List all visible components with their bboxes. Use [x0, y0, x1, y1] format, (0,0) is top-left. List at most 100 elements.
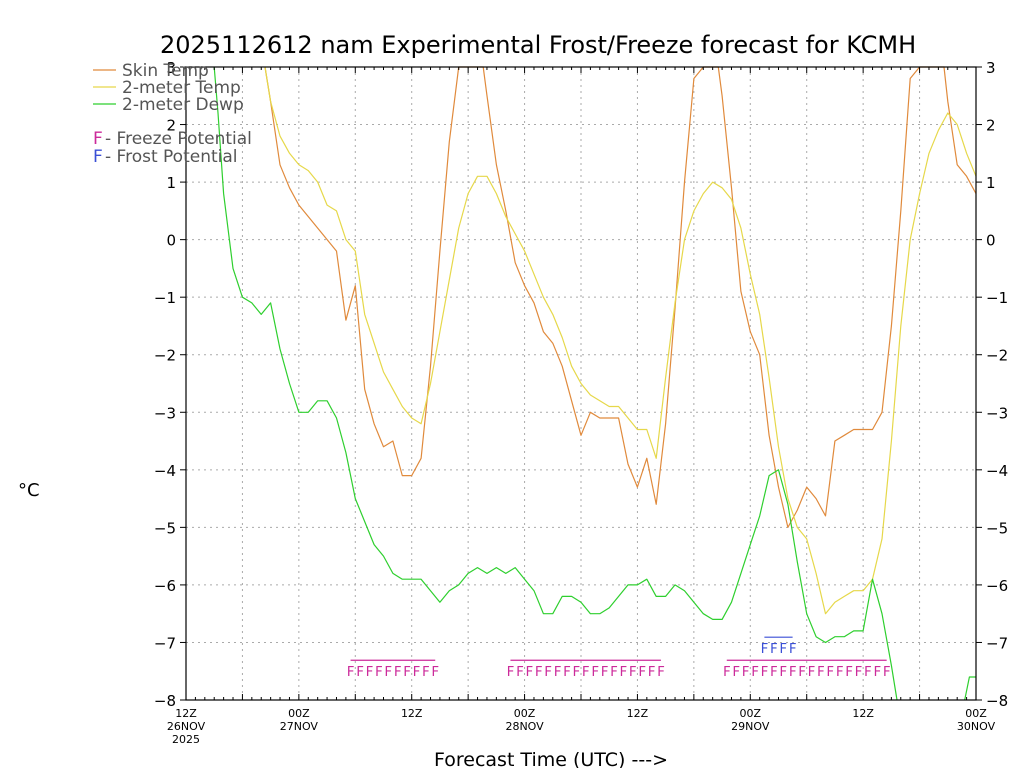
freeze-potential-marker-2-64.5: F: [789, 665, 797, 680]
xtick-label-6-0: 12Z: [852, 707, 874, 720]
ytick-label-right-3: −5: [986, 519, 1008, 537]
freeze-potential-marker-0-22.5: F: [394, 665, 402, 680]
xtick-label-0-2: 2025: [172, 733, 200, 746]
ytick-label-left-2: −6: [154, 577, 176, 595]
freeze-potential-marker-2-60.5: F: [751, 665, 759, 680]
freeze-potential-marker-1-37.5: F: [535, 665, 543, 680]
xtick-label-5-1: 29NOV: [731, 720, 770, 733]
xtick-label-1-0: 00Z: [288, 707, 310, 720]
freeze-potential-marker-0-21.5: F: [384, 665, 392, 680]
freeze-potential-marker-1-50.5: F: [657, 665, 665, 680]
freeze-potential-marker-1-43.5: F: [591, 665, 599, 680]
freeze-potential-marker-2-68.5: F: [826, 665, 834, 680]
xtick-label-0-0: 12Z: [175, 707, 197, 720]
legend-potential-symbol-1: F: [93, 147, 103, 167]
xtick-label-7-0: 00Z: [965, 707, 987, 720]
ytick-label-right-1: −7: [986, 634, 1008, 652]
freeze-potential-marker-2-61.5: F: [760, 665, 768, 680]
freeze-potential-marker-2-63.5: F: [779, 665, 787, 680]
frost-potential-marker-0-64.5: F: [789, 642, 797, 657]
ytick-label-right-9: 1: [986, 174, 996, 192]
frost-potential-marker-0-63.5: F: [779, 642, 787, 657]
ytick-label-right-11: 3: [986, 59, 996, 77]
freeze-potential-marker-0-18.5: F: [356, 665, 364, 680]
freeze-potential-marker-1-49.5: F: [648, 665, 656, 680]
freeze-potential-marker-2-65.5: F: [798, 665, 806, 680]
freeze-potential-marker-2-74.5: F: [883, 665, 891, 680]
y-axis-ticks: −8 −8 −7 −7 −6 −6 −5 −5 −4 −4 −3 −3 −2 −2 −1 −1 0 0 1 1 2 2 3 3: [154, 59, 1008, 710]
ytick-label-left-0: −8: [154, 692, 176, 710]
freeze-potential-marker-2-69.5: F: [836, 665, 844, 680]
freeze-potential-marker-2-62.5: F: [770, 665, 778, 680]
freeze-potential-marker-1-34.5: F: [507, 665, 515, 680]
freeze-potential-marker-2-58.5: F: [732, 665, 740, 680]
chart-title: 2025112612 nam Experimental Frost/Freeze…: [160, 31, 916, 59]
freeze-potential-marker-0-23.5: F: [403, 665, 411, 680]
ytick-label-left-7: −1: [154, 289, 176, 307]
legend-label-0: Skin Temp: [122, 61, 209, 81]
legend-potential-label-1: - Frost Potential: [105, 147, 238, 167]
freeze-potential-marker-2-59.5: F: [742, 665, 750, 680]
ytick-label-left-1: −7: [154, 634, 176, 652]
legend-label-1: 2-meter Temp: [122, 78, 241, 98]
xtick-label-5-0: 00Z: [740, 707, 762, 720]
freeze-potential-marker-1-44.5: F: [601, 665, 609, 680]
freeze-potential-marker-1-42.5: F: [582, 665, 590, 680]
freeze-potential-marker-2-57.5: F: [723, 665, 731, 680]
freeze-potential-marker-1-41.5: F: [572, 665, 580, 680]
ytick-label-right-6: −2: [986, 347, 1008, 365]
freeze-potential-marker-1-39.5: F: [554, 665, 562, 680]
ytick-label-left-10: 2: [166, 117, 176, 135]
series-line-3: [964, 676, 976, 701]
y-axis-label: °C: [18, 480, 40, 501]
xtick-label-1-1: 27NOV: [280, 720, 319, 733]
xtick-label-7-1: 30NOV: [957, 720, 996, 733]
freeze-potential-marker-2-73.5: F: [873, 665, 881, 680]
freeze-potential-marker-0-20.5: F: [375, 665, 383, 680]
ytick-label-left-8: 0: [166, 232, 176, 250]
freeze-potential-marker-0-19.5: F: [365, 665, 373, 680]
freeze-potential-marker-1-46.5: F: [619, 665, 627, 680]
freeze-potential-marker-2-66.5: F: [808, 665, 816, 680]
freeze-potential-marker-1-36.5: F: [525, 665, 533, 680]
ytick-label-left-11: 3: [166, 59, 176, 77]
freeze-potential-marker-1-47.5: F: [629, 665, 637, 680]
ytick-label-left-5: −3: [154, 404, 176, 422]
xtick-label-3-0: 00Z: [514, 707, 536, 720]
xtick-label-0-1: 26NOV: [167, 720, 206, 733]
freeze-potential-marker-1-38.5: F: [544, 665, 552, 680]
xtick-label-4-0: 12Z: [627, 707, 649, 720]
freeze-potential-marker-2-67.5: F: [817, 665, 825, 680]
freeze-potential-marker-1-40.5: F: [563, 665, 571, 680]
freeze-potential-marker-0-25.5: F: [422, 665, 430, 680]
ytick-label-left-3: −5: [154, 519, 176, 537]
ytick-label-left-6: −2: [154, 347, 176, 365]
ytick-label-left-4: −4: [154, 462, 176, 480]
series-line-1: [264, 66, 977, 615]
legend-label-2: 2-meter Dewp: [122, 95, 244, 115]
x-axis-label: Forecast Time (UTC) --->: [434, 749, 668, 768]
ytick-label-right-10: 2: [986, 117, 996, 135]
freeze-potential-marker-1-45.5: F: [610, 665, 618, 680]
ytick-label-right-2: −6: [986, 577, 1008, 595]
ytick-label-right-0: −8: [986, 692, 1008, 710]
xtick-label-3-1: 28NOV: [505, 720, 544, 733]
ytick-label-left-9: 1: [166, 174, 176, 192]
legend-potential-label-0: - Freeze Potential: [105, 129, 252, 149]
legend-potential-symbol-0: F: [93, 129, 103, 149]
freeze-potential-marker-2-70.5: F: [845, 665, 853, 680]
freeze-potential-marker-0-24.5: F: [413, 665, 421, 680]
freeze-potential-marker-0-26.5: F: [431, 665, 439, 680]
freeze-potential-marker-2-72.5: F: [864, 665, 872, 680]
series-line-0: [264, 66, 977, 529]
freeze-potential-marker-0-17.5: F: [347, 665, 355, 680]
series-group: [213, 66, 977, 701]
xtick-label-2-0: 12Z: [401, 707, 423, 720]
ytick-label-right-4: −4: [986, 462, 1008, 480]
frost-potential-marker-0-62.5: F: [770, 642, 778, 657]
freeze-potential-marker-1-48.5: F: [638, 665, 646, 680]
